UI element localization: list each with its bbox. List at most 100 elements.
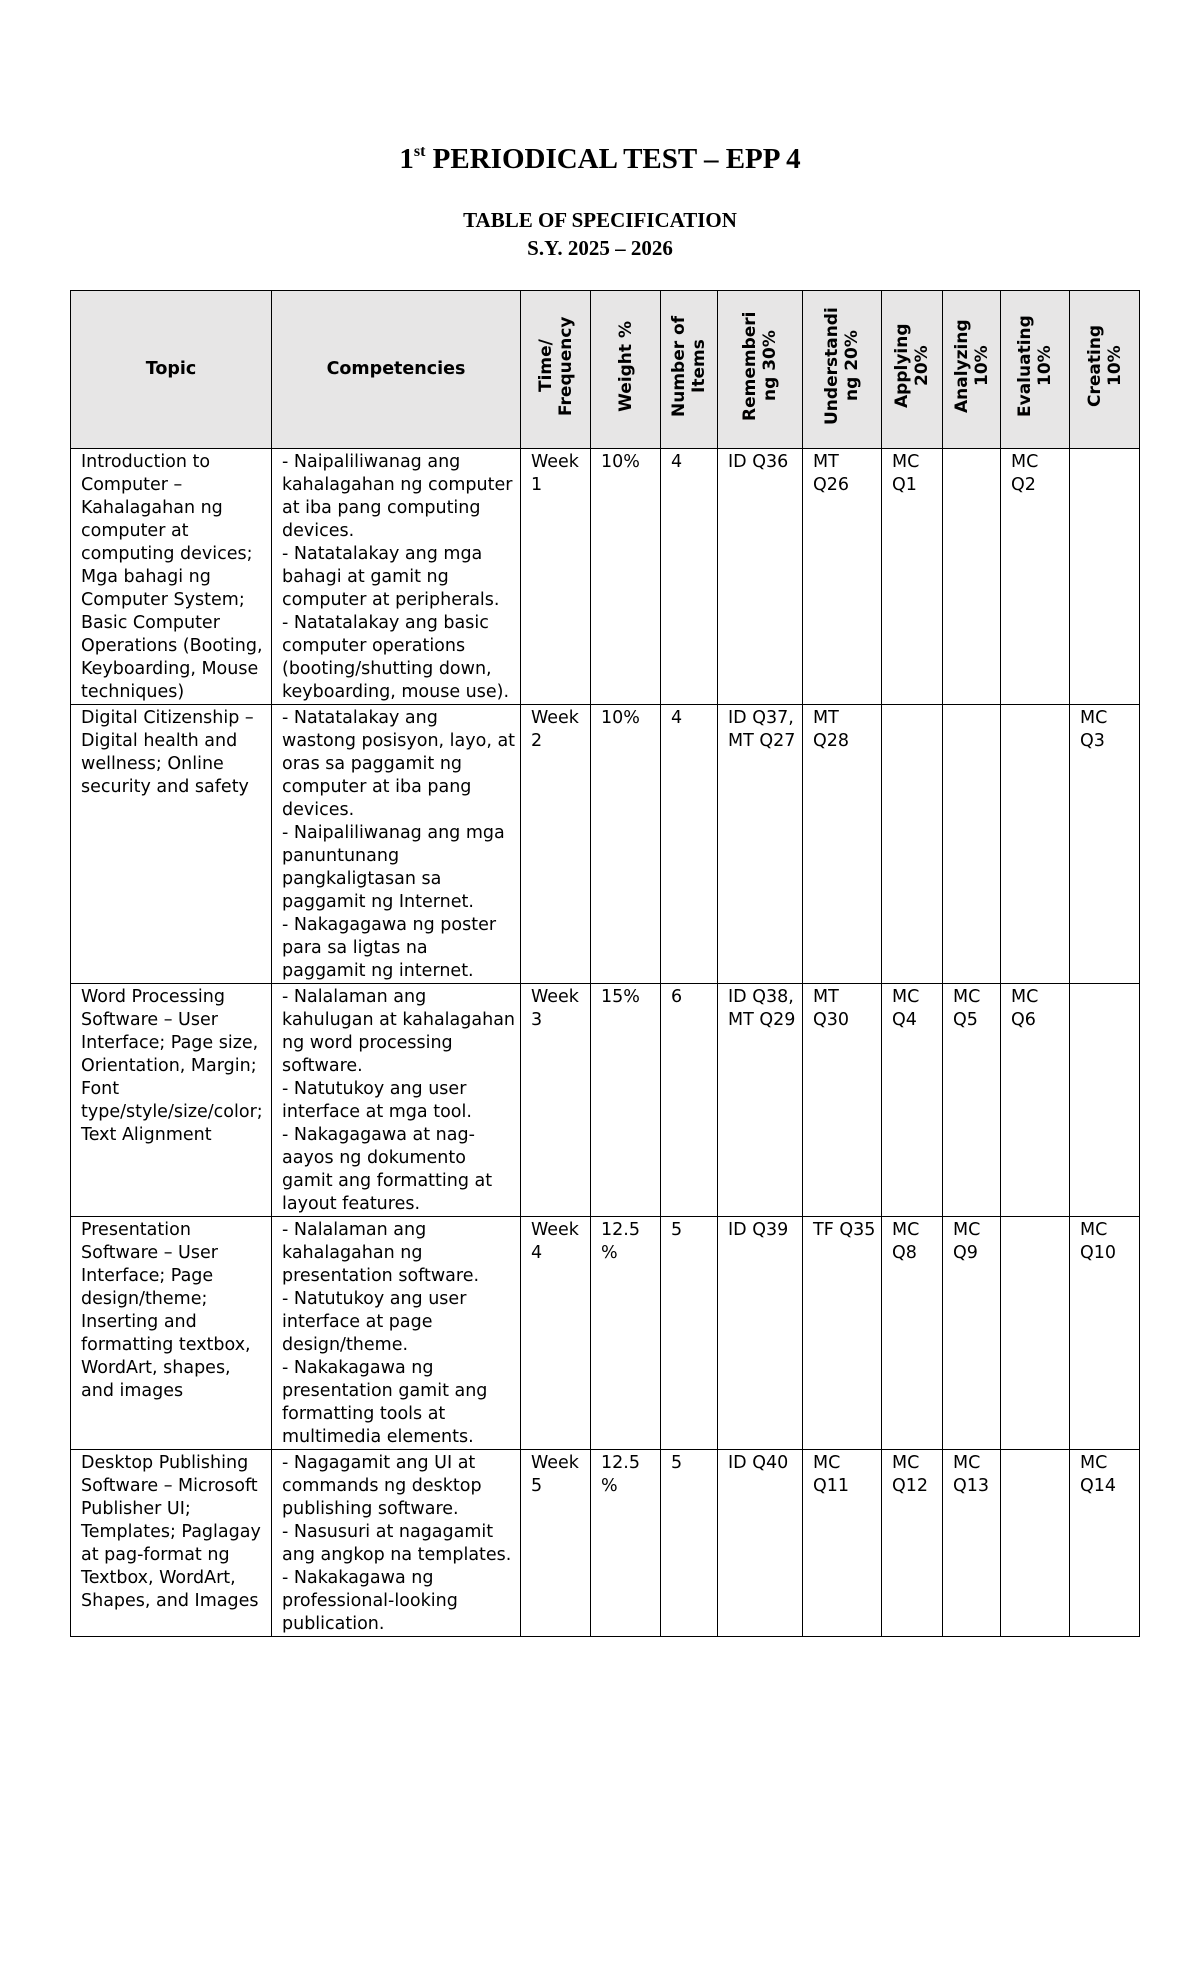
table-row: Word Processing Software – User Interfac…: [70, 983, 1140, 1217]
level-cell: MC Q4: [881, 983, 943, 1217]
column-header-text: Remembering 30%: [740, 311, 780, 421]
column-header: Evaluating 10%: [1000, 290, 1070, 449]
weight-cell: 10%: [590, 448, 661, 705]
topic-cell: Introduction to Computer – Kahalagahan n…: [70, 448, 272, 705]
title-number: 1: [399, 143, 414, 175]
competency: - Naipaliliwanag ang mga panuntunang pan…: [282, 823, 505, 912]
topic-cell: Digital Citizenship – Digital health and…: [70, 704, 272, 984]
level-cell: MC Q3: [1069, 704, 1140, 984]
topic-cell: Word Processing Software – User Interfac…: [70, 983, 272, 1217]
competency: - Natatalakay ang basic computer operati…: [282, 613, 510, 702]
column-header: Applying 20%: [881, 290, 943, 449]
level-cell: MC Q1: [881, 448, 943, 705]
column-header: Weight %: [590, 290, 661, 449]
level-cell: [1069, 448, 1140, 705]
level-cell: MC Q13: [942, 1449, 1001, 1637]
items-cell: 6: [660, 983, 718, 1217]
level-cell: [942, 448, 1001, 705]
column-header: Creating 10%: [1069, 290, 1140, 449]
level-cell: MC Q14: [1069, 1449, 1140, 1637]
level-cell: TF Q35: [802, 1216, 882, 1450]
column-header-text: Analyzing 10%: [951, 319, 992, 413]
level-cell: MC Q2: [1000, 448, 1070, 705]
weight-cell: 10%: [590, 704, 661, 984]
competency: - Naipaliliwanag ang kahalagahan ng comp…: [282, 452, 513, 541]
competency: - Natatalakay ang wastong posisyon, layo…: [282, 708, 516, 820]
level-cell: MC Q8: [881, 1216, 943, 1450]
competencies-cell: - Nalalaman ang kahulugan at kahalagahan…: [271, 983, 521, 1217]
level-cell: ID Q39: [717, 1216, 803, 1450]
column-header-text: Understanding 20%: [822, 307, 862, 425]
competency: - Nasusuri at nagagamit ang angkop na te…: [282, 1522, 512, 1565]
table-row: Desktop Publishing Software – Microsoft …: [70, 1449, 1140, 1637]
competency: - Nagagamit ang UI at commands ng deskto…: [282, 1453, 482, 1519]
level-cell: [881, 704, 943, 984]
column-header-text: Creating 10%: [1084, 324, 1125, 408]
level-cell: ID Q37, MT Q27: [717, 704, 803, 984]
time-cell: Week 1: [520, 448, 591, 705]
weight-cell: 15%: [590, 983, 661, 1217]
level-cell: MC Q12: [881, 1449, 943, 1637]
level-cell: MT Q26: [802, 448, 882, 705]
column-header: Time/ Frequency: [520, 290, 591, 449]
level-cell: [1000, 1449, 1070, 1637]
level-cell: [942, 704, 1001, 984]
level-cell: MC Q11: [802, 1449, 882, 1637]
topic-cell: Desktop Publishing Software – Microsoft …: [70, 1449, 272, 1637]
competency: - Natutukoy ang user interface at mga to…: [282, 1079, 472, 1122]
column-header: Number of Items: [660, 290, 718, 449]
items-cell: 5: [660, 1449, 718, 1637]
table-body: Introduction to Computer – Kahalagahan n…: [70, 448, 1140, 1637]
level-cell: MC Q6: [1000, 983, 1070, 1217]
level-cell: ID Q38, MT Q29: [717, 983, 803, 1217]
topic-cell: Presentation Software – User Interface; …: [70, 1216, 272, 1450]
weight-cell: 12.5%: [590, 1216, 661, 1450]
title-text: PERIODICAL TEST – EPP 4: [432, 143, 801, 175]
header-row: Topic Competencies Time/ Frequency Weight %…: [70, 290, 1140, 449]
title-suffix: st: [413, 143, 426, 160]
spec-table: Topic Competencies Time/ Frequency Weight %…: [70, 290, 1140, 1637]
competency: - Natatalakay ang mga bahagi at gamit ng…: [282, 544, 500, 610]
table-row: Introduction to Computer – Kahalagahan n…: [70, 448, 1140, 705]
column-header-text: Time/ Frequency: [535, 316, 576, 416]
column-header: Understanding 20%: [802, 290, 882, 449]
time-cell: Week 2: [520, 704, 591, 984]
level-cell: MT Q28: [802, 704, 882, 984]
column-header: Topic: [70, 290, 272, 449]
competencies-cell: - Nagagamit ang UI at commands ng deskto…: [271, 1449, 521, 1637]
subtitle: TABLE OF SPECIFICATION: [463, 208, 737, 232]
competency: - Nalalaman ang kahalagahan ng presentat…: [282, 1220, 480, 1286]
column-header-text: Applying 20%: [892, 323, 932, 409]
column-header-text: Number of Items: [669, 315, 709, 417]
column-header-text: Evaluating 10%: [1015, 315, 1055, 417]
table-head: Topic Competencies Time/ Frequency Weight %…: [70, 290, 1140, 449]
time-cell: Week 3: [520, 983, 591, 1217]
competencies-cell: - Naipaliliwanag ang kahalagahan ng comp…: [271, 448, 521, 705]
level-cell: [1000, 704, 1070, 984]
weight-cell: 12.5%: [590, 1449, 661, 1637]
competency: - Nakagagawa at nag-aayos ng dokumento g…: [282, 1125, 493, 1214]
level-cell: MT Q30: [802, 983, 882, 1217]
table-row: Digital Citizenship – Digital health and…: [70, 704, 1140, 984]
competencies-cell: - Natatalakay ang wastong posisyon, layo…: [271, 704, 521, 984]
competency: - Nakakagawa ng presentation gamit ang f…: [282, 1358, 488, 1447]
level-cell: MC Q10: [1069, 1216, 1140, 1450]
competency: - Nalalaman ang kahulugan at kahalagahan…: [282, 987, 516, 1076]
level-cell: ID Q40: [717, 1449, 803, 1637]
level-cell: MC Q5: [942, 983, 1001, 1217]
column-header: Competencies: [271, 290, 521, 449]
column-header: Analyzing 10%: [942, 290, 1001, 449]
items-cell: 4: [660, 448, 718, 705]
competency: - Nakagagawa ng poster para sa ligtas na…: [282, 915, 497, 981]
time-cell: Week 4: [520, 1216, 591, 1450]
competency: - Nakakagawa ng professional-looking pub…: [282, 1568, 458, 1634]
items-cell: 5: [660, 1216, 718, 1450]
column-header: Remembering 30%: [717, 290, 803, 449]
competency: - Natutukoy ang user interface at page d…: [282, 1289, 467, 1355]
level-cell: [1000, 1216, 1070, 1450]
title: 1st PERIODICAL TEST – EPP 4: [0, 143, 1200, 176]
items-cell: 4: [660, 704, 718, 984]
level-cell: [1069, 983, 1140, 1217]
time-cell: Week 5: [520, 1449, 591, 1637]
school-year: S.Y. 2025 – 2026: [527, 236, 673, 260]
